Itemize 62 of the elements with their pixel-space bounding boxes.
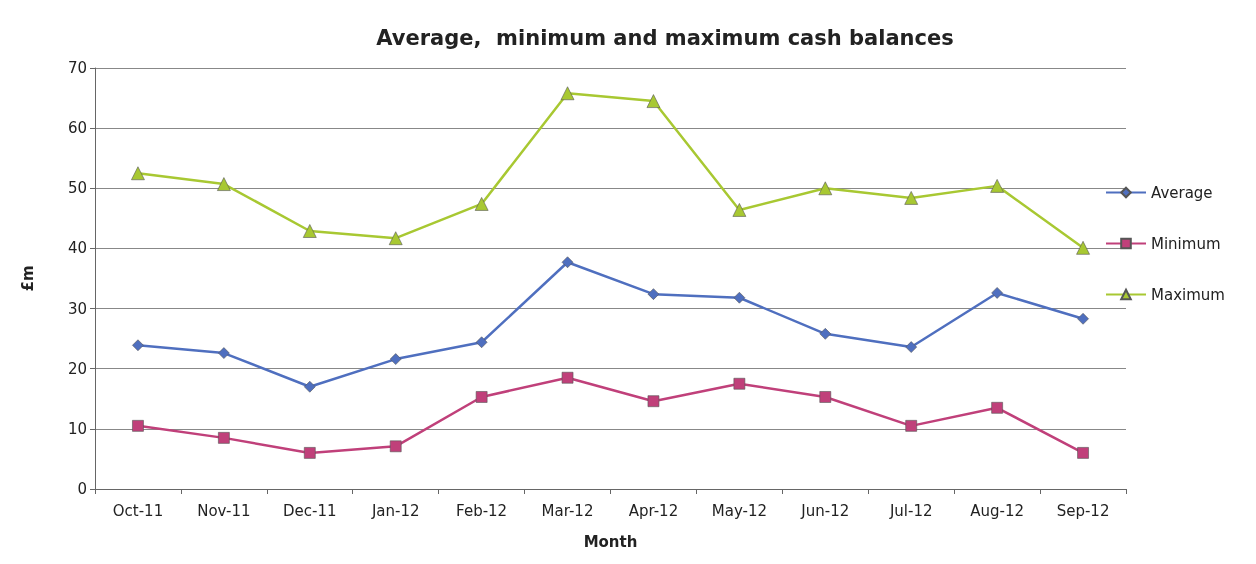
point xyxy=(1076,241,1090,255)
point xyxy=(991,402,1003,414)
point xyxy=(732,203,747,217)
point xyxy=(1077,313,1089,325)
point xyxy=(475,336,488,349)
point xyxy=(646,94,661,108)
point xyxy=(389,353,402,365)
point xyxy=(389,440,402,453)
point xyxy=(303,447,316,459)
point xyxy=(388,231,403,245)
x-tick-label: Nov-11 xyxy=(197,501,251,520)
x-tick-label: Apr-12 xyxy=(628,501,679,520)
point xyxy=(818,181,833,196)
x-tick-label: Aug-12 xyxy=(970,501,1025,520)
point xyxy=(647,288,660,300)
point xyxy=(303,380,316,393)
point xyxy=(131,166,145,181)
x-tick-label: May-12 xyxy=(711,501,767,520)
legend-label: Minimum xyxy=(1151,234,1221,253)
x-tick-label: Jun-12 xyxy=(800,501,850,520)
x-tick-label: Mar-12 xyxy=(541,501,594,520)
legend-label: Average xyxy=(1151,183,1213,202)
x-tick-label: Sep-12 xyxy=(1056,501,1110,520)
y-tick-label: 50 xyxy=(67,179,87,198)
x-tick-label: Feb-12 xyxy=(456,501,508,520)
y-axis-title: £m xyxy=(18,265,37,292)
point xyxy=(819,391,832,403)
point xyxy=(905,420,918,432)
x-tick-label: Jan-12 xyxy=(370,501,420,520)
point xyxy=(991,287,1003,299)
point xyxy=(733,377,746,390)
y-tick-label: 20 xyxy=(67,359,87,378)
legend-label: Maximum xyxy=(1151,285,1225,304)
x-tick-label: Jul-12 xyxy=(888,501,933,520)
chart-title: Average, minimum and maximum cash balances xyxy=(376,25,954,50)
point xyxy=(904,191,919,205)
point xyxy=(218,432,230,444)
point xyxy=(990,179,1004,193)
point xyxy=(1077,447,1089,459)
x-tick-label: Dec-11 xyxy=(283,501,337,520)
point xyxy=(647,395,660,407)
point xyxy=(132,420,144,432)
x-axis-title: Month xyxy=(583,532,638,551)
point xyxy=(132,339,144,352)
point xyxy=(217,177,231,191)
point xyxy=(561,256,574,269)
point xyxy=(561,371,574,384)
y-tick-label: 60 xyxy=(67,119,87,138)
point xyxy=(905,341,918,353)
y-tick-label: 70 xyxy=(67,59,87,77)
y-tick-label: 0 xyxy=(77,480,87,498)
point xyxy=(218,347,230,359)
y-tick-label: 10 xyxy=(67,419,87,438)
y-tick-label: 30 xyxy=(67,299,87,318)
point xyxy=(474,197,489,211)
point xyxy=(302,224,317,238)
point xyxy=(560,86,575,101)
point xyxy=(819,328,832,340)
point xyxy=(733,291,746,304)
y-tick-label: 40 xyxy=(67,239,87,258)
point xyxy=(475,391,488,403)
x-tick-label: Oct-11 xyxy=(112,501,164,520)
